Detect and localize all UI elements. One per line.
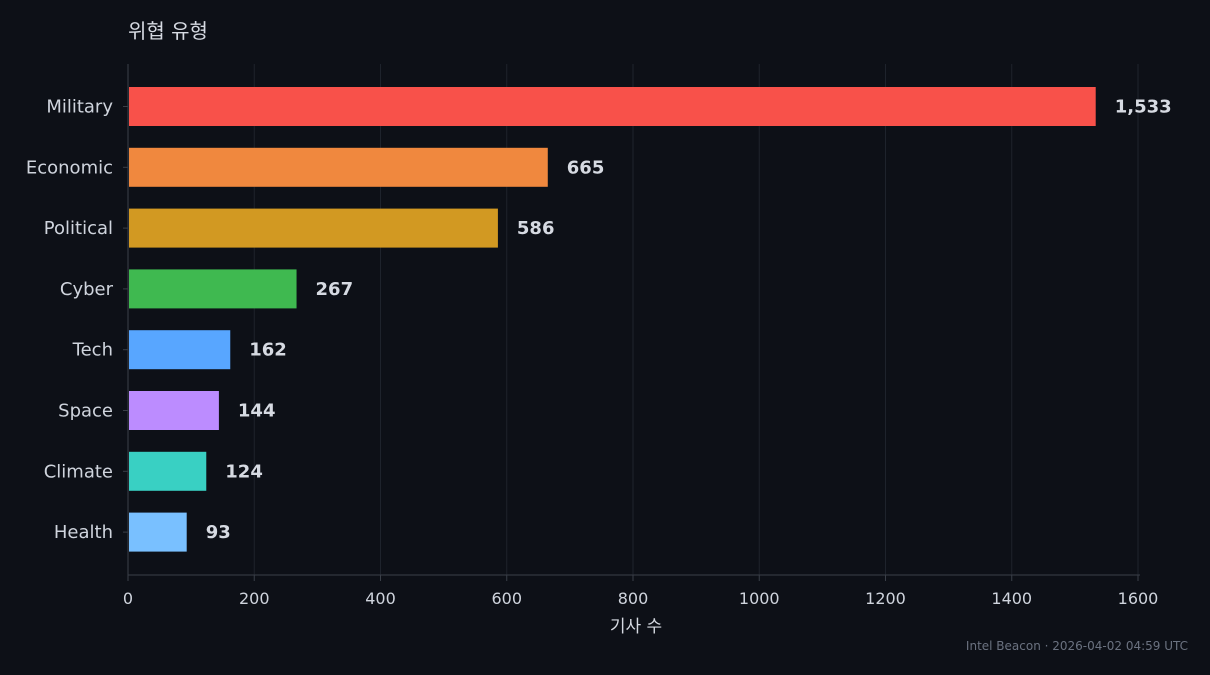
value-label: 586 [517,218,555,239]
category-label: Economic [26,157,113,178]
bar-cyber [129,269,297,309]
category-label: Military [46,97,113,118]
footer-credit: Intel Beacon · 2026-04-02 04:59 UTC [966,639,1188,653]
bar-political [129,208,498,248]
x-tick-label: 1200 [865,589,906,608]
x-axis-title: 기사 수 [610,617,662,637]
x-tick-label: 200 [239,589,270,608]
bar-space [129,391,219,430]
x-tick-label: 400 [365,589,396,608]
bars: 1,533 665 586 267 162 144 124 93 [129,87,1172,552]
category-label: Cyber [60,279,114,300]
x-tick-label: 0 [123,589,133,608]
bar-economic [129,147,548,187]
bar-health [129,512,187,552]
bar-climate [129,451,207,491]
value-label: 162 [249,340,287,361]
bar-military [129,87,1096,126]
category-label: Tech [72,340,113,361]
value-label: 267 [316,279,354,300]
category-label: Political [44,218,113,239]
x-tick-label: 1600 [1118,589,1159,608]
bar-tech [129,330,231,370]
x-tick-label: 1000 [739,589,780,608]
value-label: 144 [238,401,276,422]
x-tick-label: 800 [618,589,649,608]
value-label: 124 [225,461,263,482]
x-tick-label: 1400 [991,589,1032,608]
chart-title: 위협 유형 [128,19,208,43]
category-label: Climate [44,461,113,482]
x-tick-label: 600 [491,589,522,608]
category-label: Health [54,522,113,543]
category-label: Space [58,401,113,422]
axes: 0 200 400 600 800 1000 1200 1400 1600 Military Eco… [26,64,1159,608]
value-label: 1,533 [1115,97,1172,118]
value-label: 93 [206,522,231,543]
value-label: 665 [567,157,605,178]
